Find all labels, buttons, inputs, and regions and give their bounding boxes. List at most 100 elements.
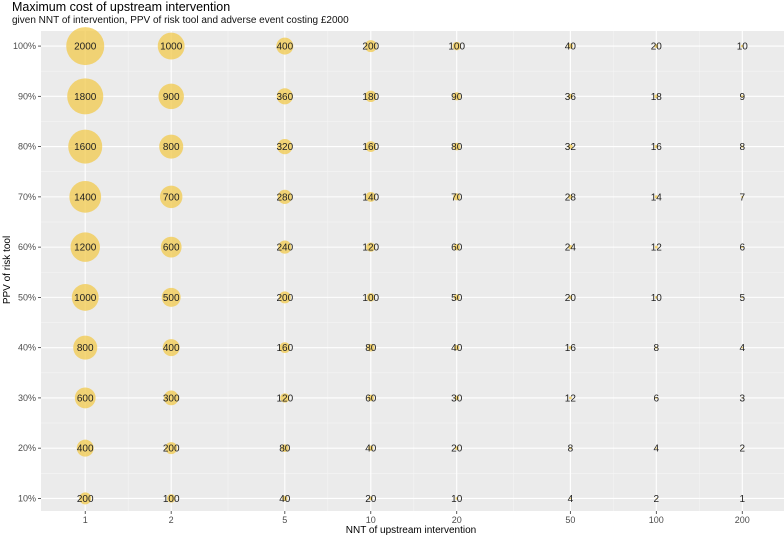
bubble-label: 600	[77, 393, 94, 404]
bubble-label: 32	[565, 142, 577, 153]
bubble	[364, 40, 377, 53]
bubble-label: 40	[279, 494, 291, 505]
bubble-label: 160	[362, 142, 379, 153]
bubble-label: 8	[654, 343, 660, 354]
bubble	[74, 387, 96, 409]
bubble-label: 3	[739, 393, 745, 404]
bubble-label: 400	[276, 42, 293, 53]
bubble-label: 4	[654, 444, 660, 455]
bubble	[165, 442, 178, 455]
bubble	[568, 396, 572, 400]
bubble	[568, 194, 573, 200]
bubble	[569, 497, 572, 500]
bubble-label: 120	[362, 243, 379, 254]
bubble	[655, 346, 658, 349]
bubble-label: 20	[365, 494, 377, 505]
bubble	[654, 94, 659, 99]
bubble	[76, 439, 94, 457]
bubble-label: 600	[163, 243, 180, 254]
y-tick-label: 50%	[18, 292, 36, 302]
bubble	[166, 494, 176, 503]
bubble-label: 200	[276, 293, 293, 304]
bubble-label: 400	[77, 444, 94, 455]
bubble	[278, 291, 291, 304]
bubble	[567, 144, 573, 150]
bubble	[279, 342, 291, 354]
bubble-label: 8	[739, 142, 745, 153]
x-tick-label: 50	[565, 515, 575, 525]
bubble-label: 1	[739, 494, 745, 505]
bubble-label: 1400	[74, 192, 97, 203]
bubble-label: 1800	[74, 92, 97, 103]
bubble	[162, 339, 180, 357]
bubble-label: 80	[279, 444, 291, 455]
bubble	[654, 144, 659, 149]
bubble	[740, 95, 744, 98]
bubble	[741, 246, 744, 249]
bubble-label: 28	[565, 192, 577, 203]
bubble	[158, 83, 184, 110]
bubble	[365, 141, 377, 152]
bubble-label: 100	[362, 293, 379, 304]
bubble-label: 10	[737, 42, 749, 53]
x-tick-label: 10	[366, 515, 376, 525]
y-tick-label: 90%	[18, 91, 36, 101]
bubble-label: 700	[163, 192, 180, 203]
bubble	[741, 397, 744, 399]
bubble-label: 320	[276, 142, 293, 153]
bubble-label: 6	[654, 393, 660, 404]
bubble-label: 140	[362, 192, 379, 203]
bubble	[157, 32, 185, 60]
bubble	[454, 344, 460, 351]
bubble-label: 400	[163, 343, 180, 354]
chart-subtitle: given NNT of intervention, PPV of risk t…	[12, 15, 349, 26]
bubble	[276, 88, 293, 105]
bubble	[568, 295, 573, 300]
bubble	[366, 293, 376, 302]
bubble-label: 900	[163, 92, 180, 103]
bubble	[452, 92, 461, 101]
bubble-label: 160	[276, 343, 293, 354]
bubble-label: 60	[451, 243, 463, 254]
bubble-label: 120	[276, 393, 293, 404]
bubble-label: 36	[565, 92, 577, 103]
bubble-label: 200	[362, 42, 379, 53]
bubble-label: 2	[654, 494, 660, 505]
bubble-label: 90	[451, 92, 463, 103]
x-tick-label: 1	[83, 515, 88, 525]
bubble	[654, 296, 658, 299]
bubble	[654, 195, 658, 199]
y-axis-title: PPV of risk tool	[2, 236, 13, 304]
bubble	[79, 492, 92, 505]
bubble-label: 16	[651, 142, 663, 153]
bubble-label: 2	[739, 444, 745, 455]
x-tick-label: 5	[282, 515, 287, 525]
bubble-label: 14	[651, 192, 663, 203]
bubble-label: 360	[276, 92, 293, 103]
y-tick-label: 20%	[18, 443, 36, 453]
bubble-label: 180	[362, 92, 379, 103]
y-tick-label: 80%	[18, 142, 36, 152]
bubble-label: 10	[651, 293, 663, 304]
bubble-label: 800	[163, 142, 180, 153]
bubble	[160, 236, 182, 258]
bubble-label: 12	[651, 243, 663, 254]
bubble	[452, 142, 461, 151]
bubble	[453, 243, 461, 251]
bubble-label: 1600	[74, 142, 97, 153]
bubble	[454, 446, 459, 451]
bubble-label: 200	[163, 444, 180, 455]
bubble	[163, 390, 179, 406]
bubble	[568, 245, 573, 250]
x-tick-label: 100	[649, 515, 664, 525]
bubble	[453, 193, 461, 201]
bubble	[280, 393, 290, 403]
bubble-label: 12	[565, 393, 577, 404]
bubble-label: 40	[365, 444, 377, 455]
bubble-label: 1200	[74, 243, 97, 254]
chart-title: Maximum cost of upstream intervention	[12, 0, 231, 14]
bubble-label: 20	[565, 293, 577, 304]
bubble-label: 1000	[160, 42, 183, 53]
x-tick-label: 2	[169, 515, 174, 525]
y-tick-label: 70%	[18, 192, 36, 202]
